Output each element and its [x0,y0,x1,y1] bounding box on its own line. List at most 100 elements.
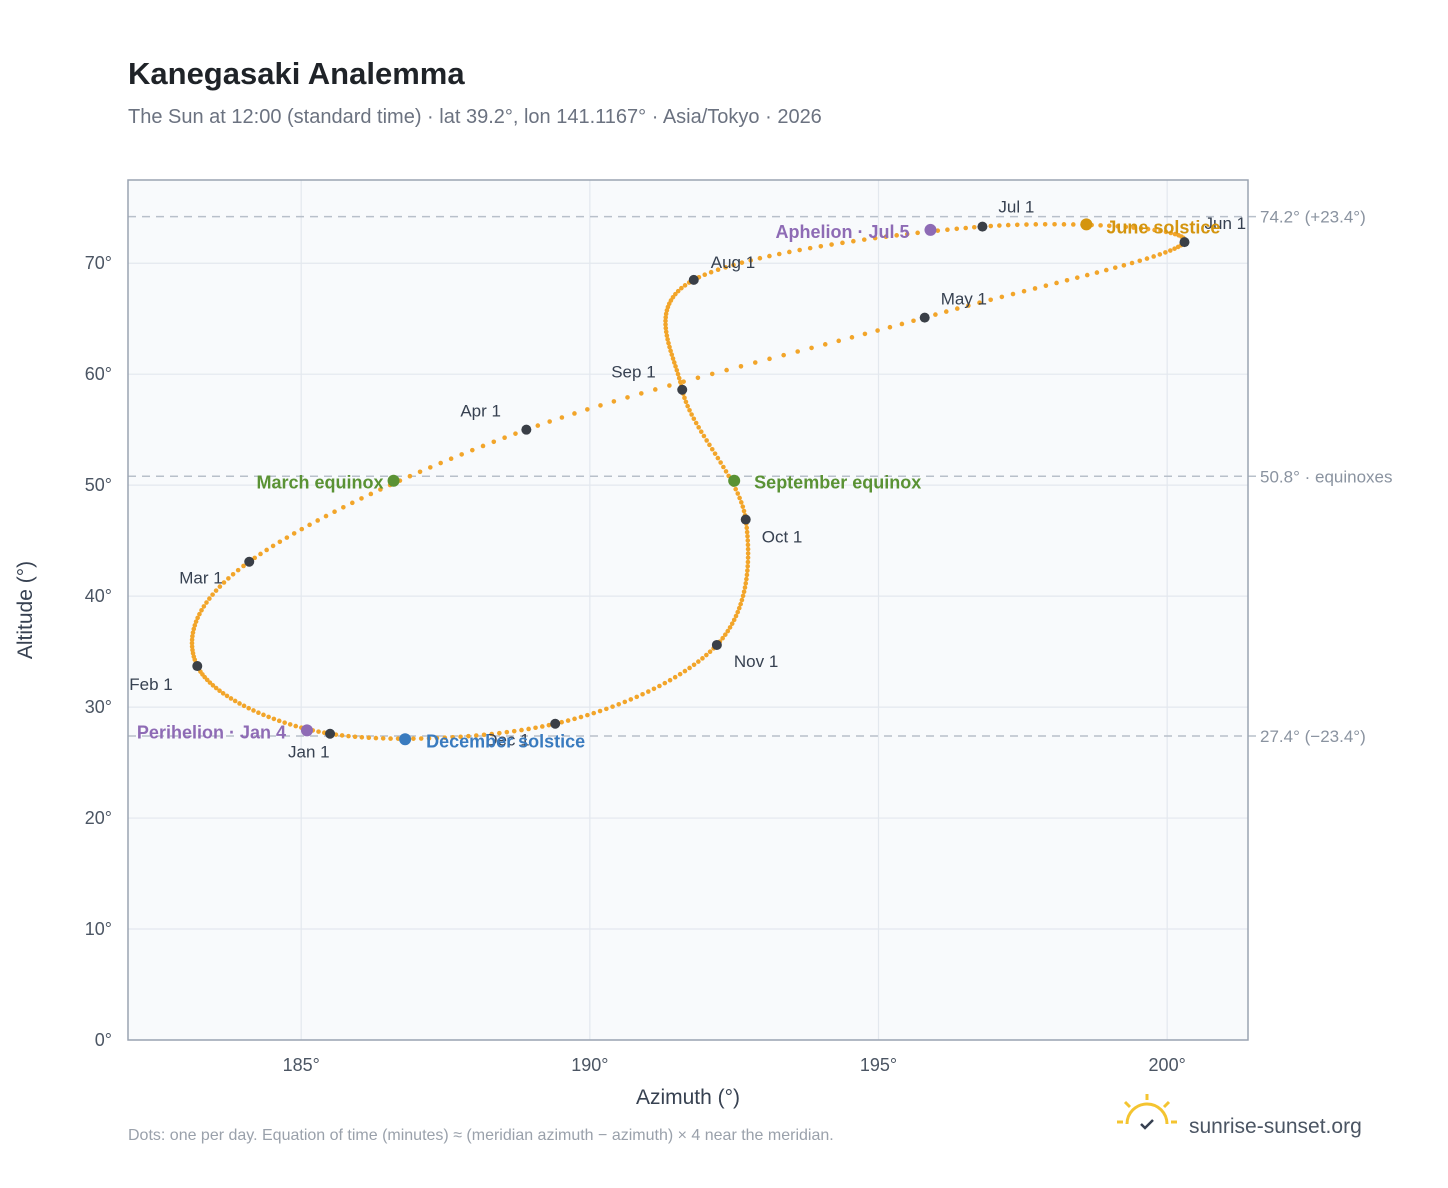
day-dot [744,525,750,531]
day-dot [1158,228,1163,234]
day-dot [663,318,668,324]
day-dot [1112,265,1118,270]
day-dot [795,349,800,354]
day-dot [744,572,750,578]
day-dot [323,513,329,519]
day-dot [282,720,287,725]
day-dot [232,698,238,704]
x-tick-label: 190° [571,1055,608,1075]
y-tick-label: 20° [85,808,112,828]
day-dot [966,303,971,308]
day-dot [442,735,448,741]
month-label: Nov 1 [734,652,778,671]
day-dot [316,729,321,734]
day-dot [213,685,219,691]
day-dot [1005,222,1011,228]
day-dot [572,411,577,416]
day-dot [458,734,463,740]
day-dot [700,656,705,661]
plot-area [128,180,1248,1040]
axis-ticks: 185° 190° 195° 200° 0° 10° 20° 30° 40° 50° 60° 70° [85,253,1186,1075]
day-dot [667,383,672,388]
month-label: Sep 1 [611,363,655,382]
day-dot [1043,283,1049,288]
day-dot [696,425,701,430]
month-label: Apr 1 [460,402,501,421]
day-dot [840,240,845,246]
day-dot [1163,250,1168,255]
day-dot [954,306,960,311]
day-dot [672,674,678,680]
day-dot [426,736,432,741]
day-dot [677,671,683,677]
day-dot [739,597,745,603]
day-dot [565,718,571,723]
day-dot [807,245,813,251]
day-dot [718,460,723,465]
day-dot [915,230,920,236]
day-dot [988,297,993,303]
day-dot [664,333,670,338]
day-dot [743,581,749,586]
day-dot [988,223,994,229]
day-dot [585,712,590,718]
day-dot [1106,223,1112,229]
day-dot [818,243,824,249]
day-dot [767,356,772,362]
y-tick-label: 40° [85,586,112,606]
footnote: Dots: one per day. Equation of time (min… [128,1127,834,1144]
day-dot [1131,225,1136,230]
day-dot [702,272,708,278]
day-dot [646,689,651,694]
day-dot [883,234,889,240]
y-tick-label: 10° [85,919,112,939]
day-dot [657,683,662,689]
day-dot [731,262,736,268]
day-dot [264,547,269,553]
day-dot [963,225,969,231]
day-dot [748,258,754,263]
day-dot [674,367,680,373]
day-dot [911,318,916,324]
day-dot [346,733,351,739]
day-dot [875,328,880,333]
day-dot [689,412,694,417]
y-tick-label: 30° [85,697,112,717]
day-dot [497,730,502,736]
day-dot [678,379,683,385]
day-dot [667,677,673,683]
day-dot [622,699,628,705]
day-dot [540,724,545,729]
day-dot [519,727,524,733]
day-dot [745,559,751,565]
day-dot [671,360,677,365]
month-label: Feb 1 [129,675,172,694]
day-dot [701,433,707,439]
day-dot [407,473,413,479]
day-dot [480,443,486,449]
day-dot [664,308,670,313]
day-dot [276,718,282,724]
day-dot [663,322,668,327]
day-dot [745,542,751,548]
day-dot [735,491,741,496]
day-dot [861,237,867,242]
day-dot [729,621,735,626]
day-dot [258,551,263,557]
day-dot [201,604,207,609]
day-dot [585,407,590,412]
month-markers: Jan 1 Feb 1 Mar 1 Apr 1 May 1 Jun 1 Jul 1 Aug 1… [129,198,1246,762]
day-dot [246,705,251,711]
day-dot [651,686,657,692]
day-dot [725,628,731,634]
day-dot [604,706,609,712]
day-dot [954,226,960,232]
day-dot [228,696,234,701]
day-dot [663,325,669,331]
day-dot [481,732,487,738]
day-dot [339,733,345,738]
day-dot [193,619,199,624]
day-dot [190,647,195,653]
event-label: March equinox [257,473,384,493]
day-dot [639,391,644,396]
